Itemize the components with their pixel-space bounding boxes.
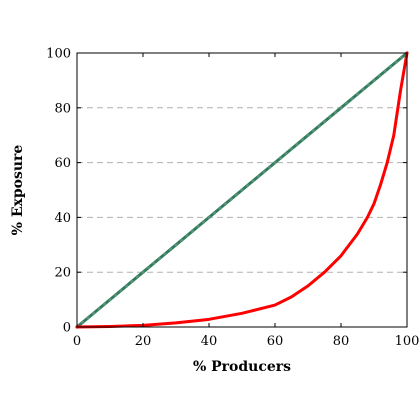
series-0-marker-46 [328, 115, 332, 119]
series-line-1 [75, 51, 409, 329]
series-0-marker-54 [372, 78, 376, 82]
series-group [75, 51, 409, 329]
series-0-marker-43 [311, 129, 316, 133]
y-tick-label-0: 0 [63, 321, 71, 336]
series-0-marker-5 [102, 302, 107, 306]
series-0-marker-59 [399, 55, 404, 60]
series-0-marker-39 [289, 147, 294, 151]
series-0-marker-3 [91, 311, 96, 315]
series-0-marker-41 [300, 138, 305, 142]
series-0-marker-21 [190, 229, 195, 233]
series-0-marker-47 [333, 110, 338, 114]
series-0-marker-14 [152, 261, 156, 265]
series-0-marker-30 [240, 188, 244, 192]
series-0-marker-26 [218, 206, 222, 210]
series-0-marker-18 [174, 243, 178, 247]
x-tick-label-2: 40 [201, 334, 218, 349]
series-0-marker-33 [256, 174, 261, 178]
series-0-marker-38 [284, 151, 288, 156]
series-0-marker-56 [383, 69, 387, 73]
series-0-marker-51 [355, 92, 360, 96]
series-0-marker-13 [146, 266, 151, 270]
y-tick-label-5: 100 [46, 47, 71, 62]
series-0-marker-23 [201, 220, 206, 224]
series-0-marker-42 [306, 133, 310, 137]
series-0-marker-57 [388, 65, 393, 69]
y-tick-label-1: 20 [54, 266, 71, 281]
series-0-marker-11 [135, 275, 140, 279]
y-tick-label-4: 80 [54, 101, 71, 116]
series-0-marker-36 [273, 161, 277, 165]
series-0-marker-53 [366, 83, 371, 87]
series-0-marker-19 [179, 238, 184, 242]
series-0-marker-8 [119, 288, 123, 293]
series-0-marker-40 [295, 142, 299, 146]
series-0-marker-9 [124, 284, 129, 288]
series-0-marker-44 [317, 124, 321, 128]
series-0-marker-12 [141, 270, 145, 274]
series-0-marker-49 [344, 101, 349, 105]
x-tick-label-3: 60 [267, 334, 284, 349]
y-tick-label-3: 60 [54, 156, 71, 171]
grid-lines [77, 107, 407, 273]
series-0-marker-35 [267, 165, 272, 169]
x-tick-label-0: 0 [73, 334, 81, 349]
y-tick-label-2: 40 [54, 211, 71, 226]
series-0-marker-29 [234, 192, 239, 197]
series-0-marker-16 [163, 252, 167, 256]
series-0-marker-7 [113, 293, 118, 297]
series-0-marker-32 [251, 179, 255, 183]
y-axis-title: % Exposure [10, 145, 26, 236]
series-0-marker-55 [377, 74, 382, 78]
plot-frame [76, 52, 408, 328]
series-0-marker-48 [339, 106, 343, 110]
series-0-marker-31 [245, 183, 250, 188]
axis-ticks: 0 20 40 60 80 100 0 20 40 60 80 100 [46, 47, 419, 350]
series-0-marker-22 [196, 224, 200, 229]
x-tick-label-1: 20 [135, 334, 152, 349]
x-tick-label-5: 100 [395, 334, 420, 349]
series-0-marker-34 [262, 170, 266, 174]
series-0-marker-45 [322, 119, 327, 124]
series-0-marker-25 [212, 211, 217, 215]
series-0-marker-58 [394, 60, 398, 64]
series-0-marker-15 [157, 256, 162, 261]
x-tick-label-4: 80 [333, 334, 350, 349]
series-0-marker-6 [108, 298, 112, 302]
x-axis-title: % Producers [193, 359, 291, 375]
series-0-marker-10 [130, 279, 134, 283]
series-0-marker-4 [97, 307, 101, 311]
series-0-marker-17 [168, 247, 173, 251]
series-0-marker-27 [223, 202, 228, 206]
series-0-marker-2 [86, 316, 90, 320]
series-0-marker-28 [229, 197, 233, 201]
series-0-marker-1 [80, 320, 85, 325]
series-0-marker-50 [350, 97, 354, 101]
series-0-marker-37 [278, 156, 283, 160]
series-0-marker-24 [207, 215, 211, 219]
series-0-marker-52 [361, 87, 365, 92]
series-0-marker-20 [185, 234, 189, 238]
